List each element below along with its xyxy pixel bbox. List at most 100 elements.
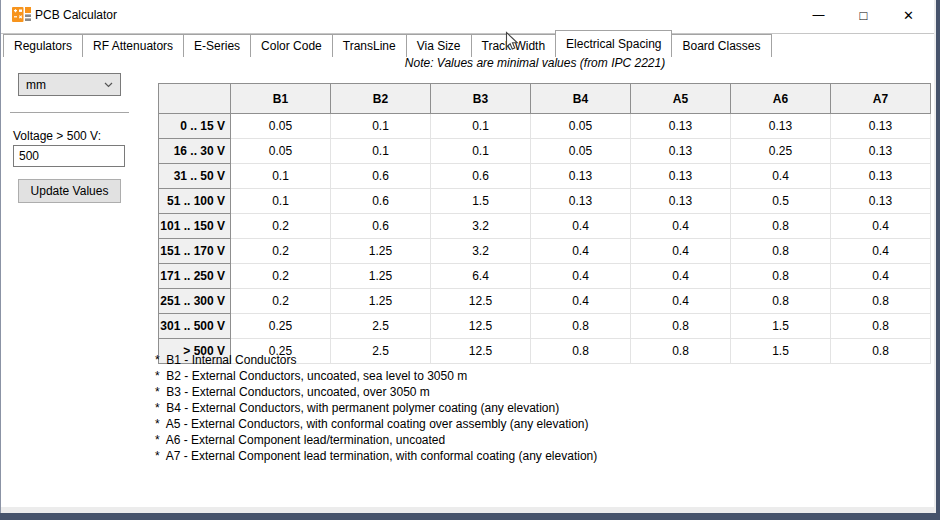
- spacing-cell: 0.1: [331, 139, 431, 164]
- minimize-button[interactable]: —: [796, 0, 841, 30]
- spacing-cell: 1.5: [431, 189, 531, 214]
- spacing-cell: 0.05: [231, 114, 331, 139]
- spacing-cell: 6.4: [431, 264, 531, 289]
- voltage-input[interactable]: [13, 145, 125, 167]
- table-row: 0 .. 15 V0.050.10.10.050.130.130.13: [159, 114, 931, 139]
- spacing-cell: 0.4: [831, 239, 931, 264]
- spacing-cell: 0.8: [631, 314, 731, 339]
- spacing-cell: 0.8: [831, 314, 931, 339]
- spacing-cell: 0.1: [431, 139, 531, 164]
- tab-transline[interactable]: TransLine: [333, 34, 407, 57]
- spacing-cell: 0.4: [631, 239, 731, 264]
- column-header-a6: A6: [731, 84, 831, 114]
- spacing-cell: 0.13: [731, 114, 831, 139]
- spacing-cell: 0.4: [531, 214, 631, 239]
- electrical-spacing-table: B1B2B3B4A5A6A70 .. 15 V0.050.10.10.050.1…: [158, 83, 931, 364]
- legend-line: * A7 - External Component lead terminati…: [155, 448, 597, 464]
- tab-electrical-spacing[interactable]: Electrical Spacing: [555, 30, 672, 57]
- row-header: 51 .. 100 V: [159, 189, 231, 214]
- mouse-cursor-icon: [505, 31, 519, 51]
- legend-line: * B1 - Internal Conductors: [155, 352, 597, 368]
- spacing-cell: 0.13: [531, 164, 631, 189]
- units-select-value: mm: [19, 78, 46, 92]
- spacing-cell: 0.25: [231, 314, 331, 339]
- spacing-cell: 0.4: [531, 264, 631, 289]
- spacing-cell: 0.8: [731, 264, 831, 289]
- spacing-cell: 0.05: [531, 139, 631, 164]
- spacing-cell: 0.13: [631, 189, 731, 214]
- column-header-a7: A7: [831, 84, 931, 114]
- table-row: 171 .. 250 V0.21.256.40.40.40.80.4: [159, 264, 931, 289]
- spacing-cell: 3.2: [431, 214, 531, 239]
- legend-line: * B2 - External Conductors, uncoated, se…: [155, 368, 597, 384]
- spacing-cell: 1.25: [331, 289, 431, 314]
- spacing-cell: 2.5: [331, 314, 431, 339]
- row-header: 301 .. 500 V: [159, 314, 231, 339]
- spacing-cell: 0.13: [531, 189, 631, 214]
- spacing-cell: 0.13: [831, 139, 931, 164]
- legend-line: * A6 - External Component lead/terminati…: [155, 432, 597, 448]
- spacing-cell: 0.6: [331, 214, 431, 239]
- window-border-bottom[interactable]: [0, 513, 940, 520]
- row-header: 251 .. 300 V: [159, 289, 231, 314]
- column-header-b1: B1: [231, 84, 331, 114]
- spacing-cell: 0.1: [231, 189, 331, 214]
- spacing-cell: 0.05: [531, 114, 631, 139]
- table-row: 101 .. 150 V0.20.63.20.40.40.80.4: [159, 214, 931, 239]
- table-row: 151 .. 170 V0.21.253.20.40.40.80.4: [159, 239, 931, 264]
- corner-cell: [159, 84, 231, 114]
- tab-rf-attenuators[interactable]: RF Attenuators: [83, 34, 184, 57]
- spacing-cell: 0.6: [431, 164, 531, 189]
- column-header-b4: B4: [531, 84, 631, 114]
- spacing-cell: 0.8: [731, 289, 831, 314]
- spacing-cell: 0.6: [331, 189, 431, 214]
- tab-color-code[interactable]: Color Code: [251, 34, 333, 57]
- spacing-cell: 0.4: [831, 264, 931, 289]
- spacing-cell: 0.13: [631, 164, 731, 189]
- chevron-down-icon: [104, 82, 113, 88]
- spacing-cell: 0.1: [431, 114, 531, 139]
- spacing-cell: 0.8: [831, 339, 931, 364]
- window-border-right[interactable]: [936, 0, 940, 520]
- spacing-cell: 1.5: [731, 314, 831, 339]
- spacing-cell: 0.13: [831, 164, 931, 189]
- spacing-cell: 3.2: [431, 239, 531, 264]
- spacing-cell: 0.2: [231, 214, 331, 239]
- tab-e-series[interactable]: E-Series: [184, 34, 251, 57]
- spacing-cell: 0.4: [631, 214, 731, 239]
- row-header: 151 .. 170 V: [159, 239, 231, 264]
- close-button[interactable]: ✕: [886, 0, 931, 30]
- spacing-cell: 0.8: [531, 314, 631, 339]
- legend-line: * B3 - External Conductors, uncoated, ov…: [155, 384, 597, 400]
- spacing-cell: 0.1: [231, 164, 331, 189]
- spacing-cell: 0.2: [231, 264, 331, 289]
- spacing-cell: 0.8: [631, 339, 731, 364]
- units-select[interactable]: mm: [18, 73, 121, 96]
- window-border-left: [0, 0, 1, 520]
- spacing-cell: 0.4: [831, 214, 931, 239]
- column-header-a5: A5: [631, 84, 731, 114]
- spacing-cell: 0.4: [531, 289, 631, 314]
- spacing-cell: 0.4: [731, 164, 831, 189]
- spacing-cell: 0.25: [731, 139, 831, 164]
- update-values-button[interactable]: Update Values: [18, 179, 121, 203]
- title-bar: PCB Calculator — □ ✕: [1, 0, 936, 30]
- tab-via-size[interactable]: Via Size: [407, 34, 472, 57]
- tab-bar: RegulatorsRF AttenuatorsE-SeriesColor Co…: [1, 30, 934, 57]
- table-row: 251 .. 300 V0.21.2512.50.40.40.80.8: [159, 289, 931, 314]
- row-header: 101 .. 150 V: [159, 214, 231, 239]
- spacing-cell: 0.05: [231, 139, 331, 164]
- tab-board-classes[interactable]: Board Classes: [672, 34, 771, 57]
- tab-regulators[interactable]: Regulators: [3, 34, 83, 57]
- spacing-cell: 0.2: [231, 239, 331, 264]
- table-row: 16 .. 30 V0.050.10.10.050.130.250.13: [159, 139, 931, 164]
- table-row: 51 .. 100 V0.10.61.50.130.130.50.13: [159, 189, 931, 214]
- spacing-cell: 1.25: [331, 239, 431, 264]
- maximize-button[interactable]: □: [841, 0, 886, 30]
- column-legend: * B1 - Internal Conductors* B2 - Externa…: [155, 352, 597, 464]
- spacing-cell: 0.4: [631, 264, 731, 289]
- panel-divider: [10, 112, 129, 113]
- row-header: 16 .. 30 V: [159, 139, 231, 164]
- pcb-calculator-icon: [12, 6, 31, 23]
- spacing-cell: 0.1: [331, 114, 431, 139]
